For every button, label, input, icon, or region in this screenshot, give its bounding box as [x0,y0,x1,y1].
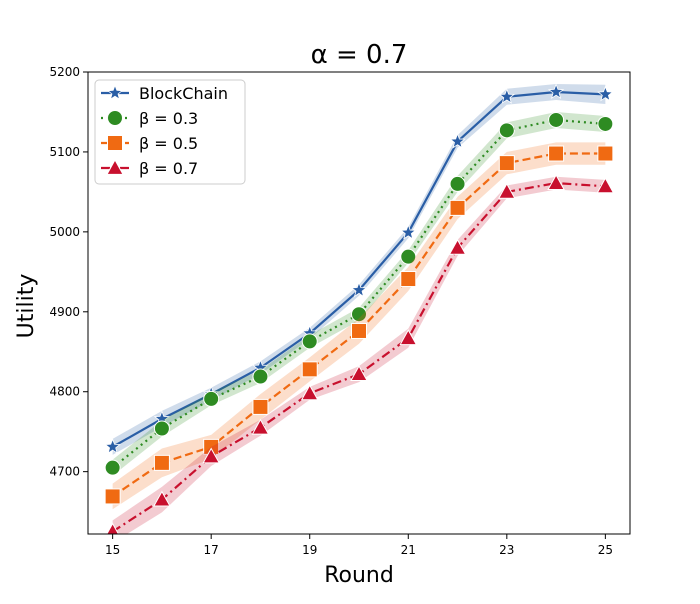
legend-marker [107,110,123,126]
data-point [252,368,269,385]
data-point [399,329,418,346]
data-point [104,438,121,454]
data-point [448,238,467,255]
series-layer [104,83,615,534]
legend-marker [107,135,123,151]
series-1 [104,111,614,476]
legend-marker [106,158,124,175]
data-point [400,224,417,240]
plot-frame [87,71,631,535]
data-point [153,490,171,507]
legend-box [94,79,246,185]
series-0 [104,83,614,455]
legend-item-0: BlockChain [101,84,228,103]
data-point [251,418,270,435]
data-point [202,447,221,464]
y-axis-label: Utility [14,274,39,339]
legend-marker [106,84,124,100]
legend-label: β = 0.3 [139,109,198,128]
data-point [449,175,466,192]
x-axis: 15 17 19 21 23 25 [105,534,613,557]
data-point [400,271,417,288]
data-point [106,522,119,534]
y-tick-label: 4700 [49,465,80,479]
data-point [252,398,269,415]
legend: BlockChain β = 0.3 β = 0.5 β = 0.7 [94,79,246,185]
legend-label: β = 0.5 [139,134,198,153]
data-point [449,132,466,149]
series-line [112,152,606,498]
data-point [597,115,614,132]
x-tick-label: 23 [499,543,514,557]
legend-label: BlockChain [139,84,228,103]
series-band [112,176,606,534]
data-point [498,88,516,104]
data-point [153,420,170,437]
series-2 [104,142,614,510]
data-point [203,390,220,407]
data-point [104,459,121,476]
data-point [597,85,614,102]
data-point [498,155,515,172]
data-point [449,199,466,216]
data-point [350,365,368,382]
data-point [548,111,565,128]
data-point [350,281,368,298]
data-point [596,177,615,194]
data-point [301,333,318,350]
y-tick-label: 5100 [49,145,80,159]
legend-item-2: β = 0.5 [101,134,198,153]
y-tick-label: 5000 [49,225,80,239]
y-tick-label: 4900 [49,305,80,319]
data-point [497,182,516,199]
plot-area: 15 17 19 21 23 25 4700 4800 4900 5000 5100 5200 [49,65,631,557]
data-point [400,248,417,265]
data-point [153,454,170,471]
x-tick-label: 25 [598,543,613,557]
data-point [548,145,565,162]
x-tick-label: 15 [105,543,120,557]
x-axis-label: Round [324,563,394,588]
data-point [301,361,318,378]
x-tick-label: 17 [204,543,219,557]
data-point [351,322,367,339]
x-tick-label: 21 [401,543,416,557]
data-point [300,384,319,401]
data-point [597,145,614,162]
chart-title: α = 0.7 [311,40,408,70]
y-axis: 4700 4800 4900 5000 5100 5200 [49,65,88,479]
series-band [112,111,606,476]
legend-item-3: β = 0.7 [101,158,198,178]
y-tick-label: 5200 [49,65,80,79]
data-point [547,83,565,99]
data-point [498,122,515,139]
legend-item-1: β = 0.3 [101,109,198,128]
data-point [547,174,565,191]
data-point [104,488,121,505]
data-point [351,306,367,323]
x-tick-label: 19 [302,543,317,557]
y-tick-label: 4800 [49,385,80,399]
series-3 [106,174,615,534]
series-line [112,181,606,533]
legend-label: β = 0.7 [139,159,198,178]
